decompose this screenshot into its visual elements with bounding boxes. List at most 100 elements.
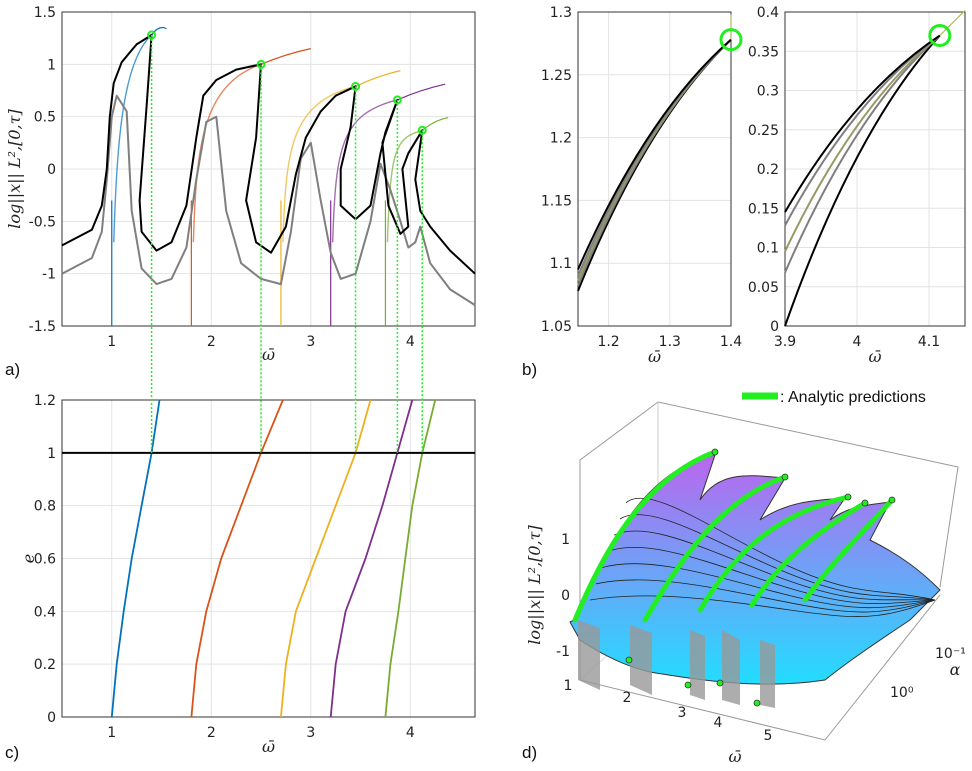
b2-xlabel: ω̄ [868,347,881,366]
a-ylabel: log||x|| L²,[0,τ] [5,109,24,229]
a-prediction-marker [351,81,361,91]
d-box-front [579,460,941,741]
d-xtick-label: 3 [678,705,687,721]
b1-prediction-marker [719,28,743,52]
d-prediction-point [844,493,852,501]
b2-xtick-label: 4.1 [918,334,940,350]
d-shadow-wall [722,630,740,705]
c-xtick-label: 3 [306,725,315,741]
b2-ytick-label: 0.1 [757,241,779,257]
b1-frame [577,11,732,327]
a-ytick-label: -0.5 [29,214,56,230]
b1-xtick-label: 1.4 [720,334,742,350]
d-contour-line [619,514,936,601]
panel-label-d: d) [522,743,537,762]
a-ytick-label: 1 [47,57,56,73]
d-ylabel: log||x|| L²,[0,τ] [525,525,544,645]
a-ytick-label: -1 [42,267,56,283]
a-ytick-label: -1.5 [29,319,56,335]
d-prediction-point [625,656,633,664]
b2-xtick-label: 4 [853,334,862,350]
a-mode-ridge [113,34,153,243]
d-prediction-curve [642,474,788,623]
c-xtick-label: 2 [207,725,216,741]
d-contour-line [625,497,936,601]
a-mode-ridge [386,129,423,243]
legend: : Analytic predictions [742,389,926,406]
d-prediction-curve [697,494,851,613]
panel-b-right: 3.9 4 4.1 0 0.05 0.1 0.15 0.2 0.25 0.3 0.35 0.4 ω̄ [748,5,966,366]
a-xlabel: ω̄ [262,345,275,364]
c-frame [61,399,476,718]
b1-xtick-label: 1.3 [659,334,681,350]
legend-label: : Analytic predictions [780,389,926,406]
panel-b-left: 1.2 1.3 1.41.051.11.151.21.251.3ω̄ [541,5,743,366]
panel-c: 1 2 3 4 0 0.2 0.4 0.6 0.8 1 1.2 ω̄ e [19,393,476,756]
d-prediction-curve [802,497,895,603]
a-prediction-marker [392,95,402,105]
b2-ytick-label: 0.05 [748,280,779,296]
panel-d-surface: 1 2 3 4 5 -1 0 1 10⁻¹ 10⁰ α ω̄ log||x|| L²,[0,τ] [525,401,966,766]
b2-ytick-label: 0.4 [757,5,779,21]
a-ytick-label: 1.5 [34,5,56,21]
d-xtick-label: 2 [623,690,632,706]
panel-label-c: c) [5,743,19,762]
d-prediction-curve [749,500,868,608]
a-mode-ridge [282,85,356,243]
b2-xtick-label: 3.9 [774,334,796,350]
c-xtick-label: 1 [107,725,116,741]
b1-ytick-label: 1.2 [550,131,572,147]
d-shadow-wall [760,640,775,708]
a-ytick-label: 0 [47,162,56,178]
a-black-curve [61,34,476,275]
d-alpha-label: α [950,660,961,679]
a-xtick-label: 2 [207,334,216,350]
b2-series-line [784,34,941,213]
b1-xlabel: ω̄ [648,347,661,366]
a-prediction-marker [417,125,427,135]
b1-series-line [577,38,732,270]
a-prediction-marker [147,30,157,40]
d-prediction-point [716,679,724,687]
b1-ytick-label: 1.3 [550,5,572,21]
d-contour-line [601,563,936,609]
a-xtick-label: 1 [107,334,116,350]
a-mode-branch [151,26,167,36]
d-shadow-wall [630,625,652,695]
b1-ytick-label: 1.15 [541,193,572,209]
d-prediction-point [888,496,896,504]
a-mode-ridge [331,99,398,243]
d-prediction-point [781,473,789,481]
panel-label-a: a) [5,360,20,379]
c-ytick-label: 0.4 [34,604,56,620]
b1-ytick-label: 1.1 [550,256,572,272]
c-ytick-label: 1 [47,446,56,462]
b2-ytick-label: 0 [770,319,779,335]
d-xtick-label: 4 [714,715,723,731]
d-alpha-tick-label: 10⁻¹ [935,646,966,662]
prediction-links [150,35,424,453]
d-shadow-wall [578,620,600,690]
panel-label-b: b) [522,360,537,379]
b1-plot-bg [578,12,731,326]
c-ytick-label: 0.2 [34,657,56,673]
c-ytick-label: 1.2 [34,393,56,409]
b2-ytick-label: 0.3 [757,84,779,100]
b2-series-line [784,34,941,274]
b2-ytick-label: 0.2 [757,162,779,178]
a-xtick-label: 4 [406,334,415,350]
b1-xtick-label: 1.2 [597,334,619,350]
d-prediction-point [711,448,719,456]
b2-branch-line [939,10,966,36]
d-prediction-point [861,499,869,507]
a-frame [61,11,476,327]
d-xtick-label: 1 [564,678,573,694]
b2-ytick-label: 0.25 [748,123,779,139]
d-xlabel: ω̄ [728,747,741,766]
a-xtick-label: 3 [306,334,315,350]
d-contour-line [613,530,936,601]
d-contour-line [589,595,936,617]
a-prediction-marker [256,59,266,69]
d-ytick-label: 1 [561,532,570,548]
d-shadow-wall [690,630,705,700]
